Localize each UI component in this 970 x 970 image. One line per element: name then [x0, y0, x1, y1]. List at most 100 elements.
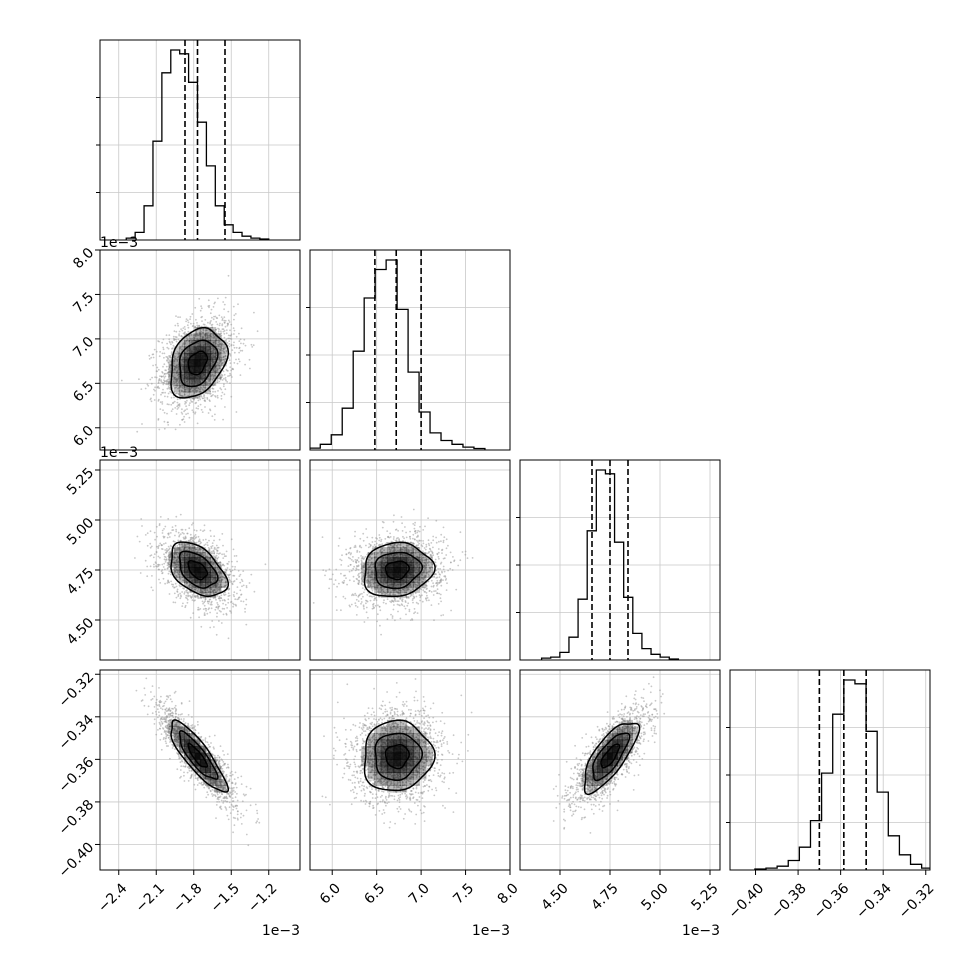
sample-point — [233, 595, 236, 598]
sample-point — [224, 584, 226, 587]
density-cell — [205, 577, 211, 583]
sample-point — [216, 396, 219, 399]
sample-point — [176, 588, 179, 591]
sample-point — [368, 559, 371, 561]
density-cell — [215, 359, 222, 367]
density-cell — [184, 378, 190, 386]
sample-point — [225, 350, 228, 353]
density-cell — [168, 365, 175, 373]
sample-point — [165, 365, 168, 368]
sample-point — [196, 334, 199, 337]
sample-point — [174, 324, 177, 327]
sample-point — [166, 387, 169, 390]
sample-point — [229, 329, 231, 332]
sample-point — [232, 594, 235, 596]
sample-point — [159, 408, 162, 410]
sample-point — [146, 544, 149, 547]
sample-point — [200, 625, 203, 628]
density-cell — [205, 359, 211, 367]
density-cell — [215, 365, 222, 373]
sample-point — [230, 374, 232, 376]
sample-point — [229, 354, 232, 357]
sample-point — [191, 594, 194, 596]
sample-point — [189, 616, 192, 619]
sample-point — [236, 586, 239, 588]
sample-point — [391, 615, 394, 618]
sample-point — [192, 397, 195, 400]
sample-point — [176, 364, 178, 367]
sample-point — [230, 343, 233, 346]
sample-point — [216, 394, 219, 397]
density-cell — [189, 385, 196, 393]
sample-point — [202, 530, 204, 533]
sample-point — [180, 328, 183, 330]
sample-point — [150, 382, 153, 385]
sample-point — [439, 562, 442, 565]
sample-point — [394, 593, 396, 596]
sample-point — [369, 574, 372, 577]
sample-point — [225, 338, 228, 341]
sample-point — [166, 403, 169, 406]
sample-point — [219, 599, 222, 602]
sample-point — [212, 337, 215, 339]
sample-point — [211, 542, 214, 544]
sample-point — [197, 597, 200, 600]
sample-point — [419, 599, 421, 602]
contour-level-2 — [170, 326, 230, 399]
sample-point — [203, 551, 205, 554]
sample-point — [377, 544, 380, 547]
sample-point — [422, 564, 425, 567]
sample-point — [146, 532, 149, 535]
sample-point — [172, 601, 175, 604]
sample-point — [373, 595, 375, 598]
sample-point — [169, 550, 172, 553]
sample-point — [176, 351, 179, 353]
sample-point — [174, 545, 177, 548]
sample-point — [370, 544, 372, 547]
sample-point — [163, 558, 166, 561]
density-cell — [215, 582, 222, 588]
sample-point — [221, 323, 224, 325]
sample-point — [250, 573, 253, 576]
sample-point — [216, 582, 219, 585]
sample-point — [328, 568, 331, 571]
density-cell — [184, 547, 190, 553]
sample-point — [232, 344, 235, 347]
sample-point — [212, 563, 214, 566]
sample-point — [177, 392, 179, 395]
sample-point — [366, 536, 369, 539]
sample-point — [411, 588, 414, 591]
sample-point — [183, 591, 186, 593]
sample-point — [415, 595, 418, 598]
sample-point — [196, 546, 199, 549]
sample-point — [168, 563, 171, 566]
sample-point — [226, 381, 229, 383]
density-cell — [178, 542, 185, 548]
sample-point — [437, 571, 440, 574]
sample-point — [206, 544, 209, 547]
sample-point — [312, 602, 315, 604]
sample-point — [216, 602, 219, 604]
sample-point — [168, 338, 171, 341]
density-cell — [205, 346, 211, 354]
density-cell — [194, 572, 201, 578]
density-cell — [189, 562, 196, 568]
sample-point — [221, 533, 224, 535]
sample-point — [185, 582, 188, 585]
sample-point — [167, 562, 170, 564]
sample-point — [192, 522, 194, 524]
sample-point — [199, 608, 202, 610]
sample-point — [211, 545, 214, 547]
sample-point — [212, 561, 215, 563]
sample-point — [144, 534, 147, 536]
sample-point — [178, 404, 181, 406]
sample-point — [194, 388, 197, 391]
histogram-1 — [310, 259, 486, 450]
sample-point — [347, 556, 350, 559]
sample-point — [447, 544, 449, 547]
sample-point — [162, 391, 165, 394]
sample-point — [445, 538, 448, 541]
sample-point — [245, 603, 248, 606]
sample-point — [228, 581, 231, 583]
sample-point — [220, 364, 223, 366]
